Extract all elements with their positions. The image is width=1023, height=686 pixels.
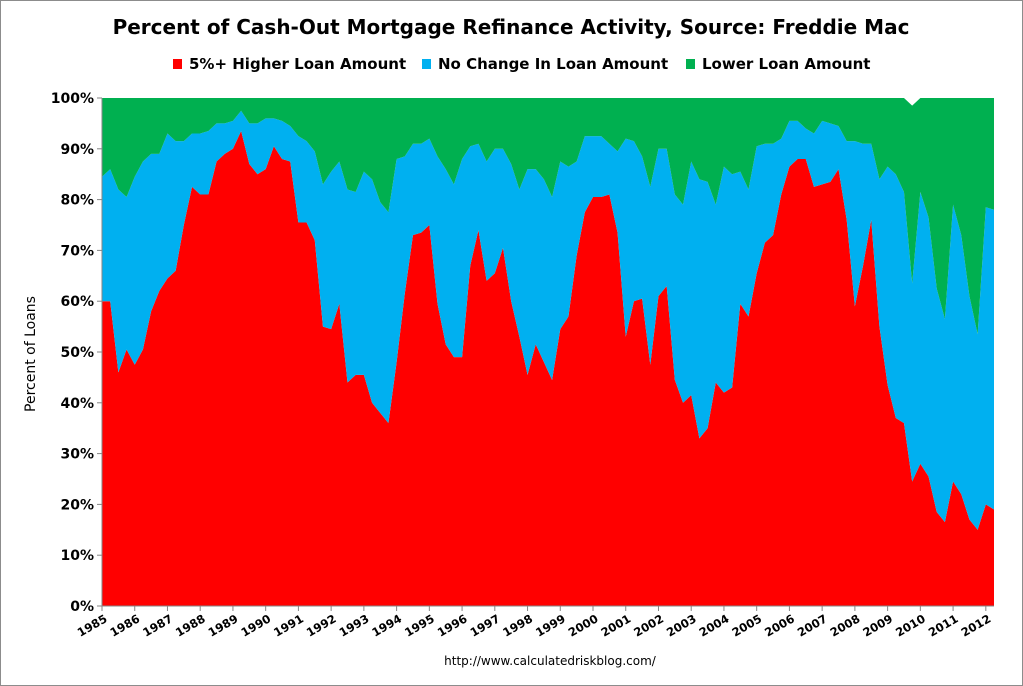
x-tick-label: 2003: [664, 611, 699, 639]
x-tick-label: 2005: [729, 611, 764, 639]
x-tick-label: 2012: [959, 611, 994, 639]
x-tick-label: 1987: [140, 611, 175, 639]
legend: 5%+ Higher Loan Amount No Change In Loan …: [173, 55, 870, 73]
legend-swatch-lower-loan-amount: [686, 59, 695, 69]
x-tick-label: 1990: [238, 611, 273, 639]
y-tick-label: 100%: [51, 91, 94, 107]
x-tick-label: 2009: [860, 611, 895, 639]
x-tick-label: 2000: [566, 611, 601, 639]
x-tick-label: 1997: [468, 611, 503, 639]
legend-swatch-5-higher-loan-amount: [173, 59, 182, 69]
y-tick-label: 20%: [60, 497, 94, 513]
x-tick-label: 1985: [75, 611, 110, 639]
legend-swatch-no-change-in-loan-amount: [422, 59, 431, 69]
x-tick-label: 2008: [828, 611, 863, 639]
x-tick-label: 2006: [762, 611, 797, 639]
y-tick-label: 40%: [60, 396, 94, 412]
y-tick-label: 50%: [60, 345, 94, 361]
series-area-5-higher-loan-amount: [102, 131, 994, 606]
x-tick-labels: 1985198619871988198919901991199219931994…: [75, 611, 994, 639]
y-tick-label: 80%: [60, 193, 94, 209]
y-tick-label: 0%: [70, 599, 94, 615]
x-tick-label: 1989: [206, 611, 241, 639]
x-tick-label: 1988: [173, 611, 208, 639]
legend-label-no-change-in-loan-amount: No Change In Loan Amount: [438, 55, 668, 73]
x-tick-label: 2002: [631, 611, 666, 639]
x-tick-label: 2011: [926, 611, 961, 639]
series-area-lower-loan-amount: [102, 98, 994, 335]
plot-area: [102, 98, 994, 606]
x-tick-label: 1994: [369, 611, 404, 639]
y-tick-labels: 0% 10% 20% 30% 40% 50% 60% 70% 80% 90% 100%: [51, 91, 94, 615]
x-tick-label: 2007: [795, 611, 830, 639]
x-tick-label: 1998: [500, 611, 535, 639]
y-tick-label: 90%: [60, 142, 94, 158]
x-tick-label: 1986: [107, 611, 142, 639]
legend-label-5-higher-loan-amount: 5%+ Higher Loan Amount: [189, 55, 406, 73]
x-tick-label: 1992: [304, 611, 339, 639]
y-axis-label: Percent of Loans: [23, 296, 39, 412]
x-tick-label: 1991: [271, 611, 306, 639]
axes: [97, 97, 994, 611]
x-tick-label: 1995: [402, 611, 437, 639]
x-tick-label: 2004: [697, 611, 732, 639]
series-area-no-change-in-loan-amount: [102, 110, 994, 530]
y-tick-label: 70%: [60, 243, 94, 259]
source-note: http://www.calculatedriskblog.com/: [444, 654, 657, 668]
x-tick-label: 1999: [533, 611, 568, 639]
y-tick-label: 30%: [60, 447, 94, 463]
chart-title: Percent of Cash-Out Mortgage Refinance A…: [113, 15, 910, 39]
y-tick-label: 60%: [60, 294, 94, 310]
x-tick-label: 1996: [435, 611, 470, 639]
x-tick-label: 2010: [893, 611, 928, 639]
x-tick-label: 2001: [598, 611, 633, 639]
legend-label-lower-loan-amount: Lower Loan Amount: [702, 55, 870, 73]
y-tick-label: 10%: [60, 548, 94, 564]
x-tick-label: 1993: [337, 611, 372, 639]
